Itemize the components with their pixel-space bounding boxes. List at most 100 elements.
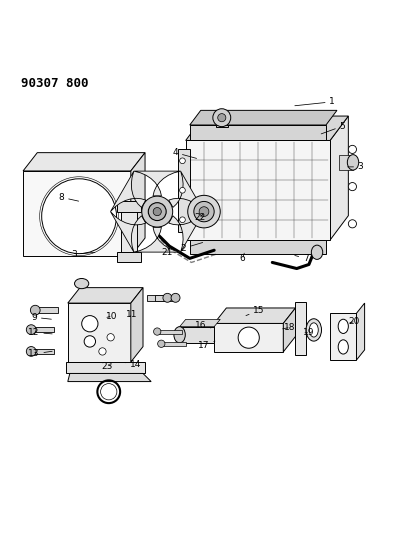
Text: 18: 18 (283, 323, 295, 332)
Polygon shape (357, 303, 365, 360)
Circle shape (163, 293, 172, 302)
Text: 9: 9 (31, 313, 51, 322)
Circle shape (213, 109, 231, 127)
Polygon shape (35, 308, 58, 313)
Ellipse shape (338, 319, 348, 334)
Text: 20: 20 (349, 317, 360, 326)
Circle shape (82, 316, 98, 332)
Polygon shape (177, 149, 190, 232)
Polygon shape (68, 288, 143, 303)
Polygon shape (295, 302, 306, 355)
Circle shape (157, 340, 165, 348)
Polygon shape (121, 212, 137, 252)
Polygon shape (117, 252, 141, 262)
Polygon shape (23, 152, 145, 171)
Text: 90307 800: 90307 800 (21, 77, 89, 90)
Polygon shape (283, 308, 295, 352)
Text: 13: 13 (28, 350, 52, 358)
Ellipse shape (338, 340, 348, 354)
Polygon shape (190, 125, 326, 141)
Text: 14: 14 (125, 360, 142, 369)
Text: 8: 8 (59, 193, 79, 202)
Text: 6: 6 (240, 253, 246, 263)
Circle shape (199, 207, 209, 216)
Polygon shape (157, 329, 182, 334)
Text: 5: 5 (321, 122, 345, 134)
Polygon shape (111, 212, 146, 252)
Ellipse shape (311, 245, 323, 260)
Circle shape (153, 207, 161, 216)
Circle shape (188, 195, 220, 228)
Polygon shape (169, 171, 204, 212)
Polygon shape (68, 374, 151, 382)
Polygon shape (330, 313, 357, 360)
Circle shape (180, 217, 185, 223)
Text: 21: 21 (162, 248, 173, 257)
Text: 23: 23 (102, 361, 113, 370)
Circle shape (26, 325, 36, 335)
Circle shape (348, 182, 357, 191)
Circle shape (180, 158, 185, 164)
Circle shape (30, 305, 40, 315)
Polygon shape (111, 171, 146, 212)
Circle shape (218, 114, 226, 122)
Text: 1: 1 (295, 98, 335, 106)
Polygon shape (186, 116, 348, 141)
Polygon shape (134, 171, 181, 196)
Polygon shape (131, 152, 145, 256)
Polygon shape (186, 141, 330, 240)
Polygon shape (180, 319, 220, 327)
Text: 12: 12 (28, 328, 52, 337)
Polygon shape (117, 201, 141, 212)
Polygon shape (134, 227, 181, 252)
Ellipse shape (174, 327, 185, 343)
Polygon shape (31, 327, 53, 333)
Circle shape (194, 201, 214, 222)
Text: 4: 4 (173, 148, 197, 158)
Polygon shape (66, 362, 145, 374)
Polygon shape (330, 116, 348, 240)
Circle shape (142, 196, 173, 227)
Polygon shape (169, 212, 204, 252)
Circle shape (148, 203, 166, 221)
Polygon shape (131, 288, 143, 362)
Text: 3: 3 (71, 250, 95, 259)
Polygon shape (155, 295, 175, 301)
Text: 2: 2 (181, 243, 203, 253)
Circle shape (153, 328, 161, 335)
Text: 11: 11 (126, 310, 137, 319)
Circle shape (42, 179, 117, 254)
Text: 19: 19 (303, 328, 315, 337)
Circle shape (107, 334, 114, 341)
Text: 15: 15 (246, 306, 265, 316)
Text: 16: 16 (195, 321, 211, 330)
Polygon shape (31, 349, 53, 354)
Circle shape (348, 146, 357, 154)
Ellipse shape (309, 323, 318, 337)
Circle shape (171, 293, 180, 302)
Polygon shape (216, 125, 228, 127)
Polygon shape (180, 327, 214, 343)
Circle shape (99, 348, 106, 355)
Circle shape (238, 327, 259, 348)
Circle shape (26, 346, 36, 357)
Text: 7: 7 (295, 254, 308, 263)
Ellipse shape (75, 279, 89, 289)
Text: 10: 10 (106, 312, 117, 321)
Polygon shape (190, 240, 326, 254)
Text: 17: 17 (198, 341, 215, 350)
Polygon shape (161, 342, 186, 346)
Text: 22: 22 (194, 213, 206, 222)
Polygon shape (147, 295, 167, 301)
Polygon shape (214, 308, 295, 324)
Polygon shape (190, 110, 337, 125)
Polygon shape (23, 171, 131, 256)
Ellipse shape (347, 155, 359, 170)
Ellipse shape (306, 319, 322, 341)
Circle shape (180, 188, 185, 193)
Circle shape (84, 336, 95, 347)
Polygon shape (339, 155, 353, 170)
Circle shape (348, 220, 357, 228)
Text: 3: 3 (348, 163, 364, 172)
Polygon shape (214, 324, 283, 352)
